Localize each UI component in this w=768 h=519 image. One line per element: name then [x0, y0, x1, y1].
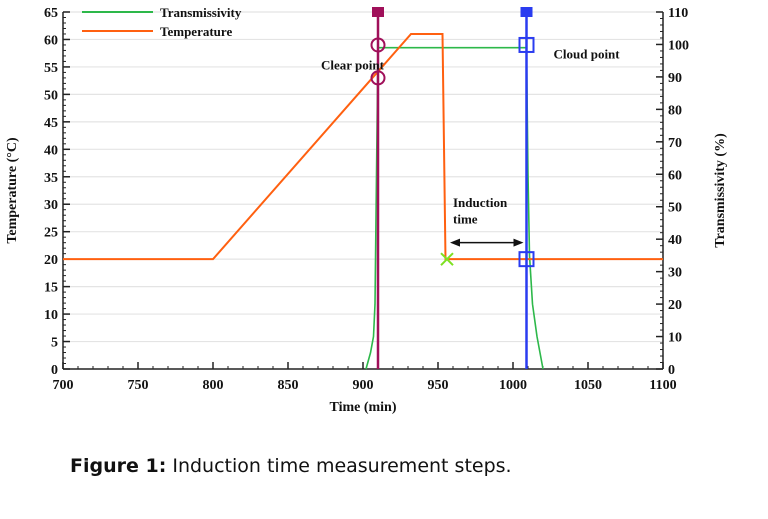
x-tick-label: 900 — [353, 378, 374, 393]
x-tick-label: 1100 — [649, 378, 676, 393]
y2-tick-label: 40 — [668, 233, 682, 248]
y2-tick-label: 30 — [668, 266, 682, 281]
legend-label: Transmissivity — [160, 5, 242, 20]
x-axis-label: Time (min) — [329, 400, 396, 415]
x-tick-label: 700 — [53, 378, 74, 393]
legend-label: Temperature — [160, 24, 232, 39]
square-marker — [518, 251, 535, 268]
y-tick-label: 55 — [44, 61, 58, 76]
y2-tick-label: 20 — [668, 298, 682, 313]
circle-marker — [370, 37, 386, 53]
y2-tick-label: 10 — [668, 331, 682, 346]
x-tick-label: 1050 — [574, 378, 602, 393]
y2-tick-label: 0 — [668, 363, 675, 378]
caption-text: Induction time measurement steps. — [166, 455, 512, 477]
annotation: Induction — [453, 195, 508, 210]
y-tick-label: 30 — [44, 198, 58, 213]
y2-tick-label: 60 — [668, 168, 682, 183]
filled-square-marker — [372, 7, 384, 17]
y2-tick-label: 110 — [668, 6, 688, 21]
arrow-head-left — [450, 238, 460, 247]
annotation: Clear point — [321, 58, 385, 73]
y2-tick-label: 70 — [668, 136, 682, 151]
caption-label: Figure 1: — [70, 455, 167, 477]
y-tick-label: 0 — [51, 363, 58, 378]
y2-axis-label: Transmissivity (%) — [713, 133, 728, 248]
arrow-head-right — [513, 238, 524, 247]
x-tick-label: 800 — [203, 378, 224, 393]
annotation: Cloud point — [554, 47, 621, 62]
series-line-temperature — [63, 32, 663, 261]
y-tick-label: 10 — [44, 308, 58, 323]
y-tick-label: 5 — [51, 336, 58, 351]
cross-marker — [440, 252, 454, 266]
y-tick-label: 25 — [44, 226, 58, 241]
square-marker — [518, 36, 535, 53]
y-tick-label: 65 — [44, 6, 58, 21]
y2-tick-label: 100 — [668, 38, 689, 53]
y-axis-label: Temperature (°C) — [5, 137, 20, 244]
y-tick-label: 35 — [44, 171, 58, 186]
y-tick-label: 40 — [44, 143, 58, 158]
y-tick-label: 15 — [44, 281, 58, 296]
x-tick-label: 950 — [428, 378, 449, 393]
x-tick-label: 1000 — [499, 378, 527, 393]
x-tick-label: 850 — [278, 378, 299, 393]
circle-marker — [370, 70, 386, 86]
y-tick-label: 45 — [44, 116, 58, 131]
y2-tick-label: 50 — [668, 201, 682, 216]
y2-tick-label: 90 — [668, 71, 682, 86]
series-line-transmissivity — [365, 46, 544, 370]
chart: 700 750 800 850 900 950 1000 1050 11000510152025… — [5, 5, 728, 415]
y2-tick-label: 80 — [668, 103, 682, 118]
y-tick-label: 60 — [44, 33, 58, 48]
y-tick-label: 50 — [44, 88, 58, 103]
filled-square-marker — [520, 7, 533, 17]
y-tick-label: 20 — [44, 253, 58, 268]
annotation: time — [453, 211, 478, 226]
figure-caption: Figure 1: Induction time measurement ste… — [70, 455, 512, 477]
x-tick-label: 750 — [128, 378, 149, 393]
